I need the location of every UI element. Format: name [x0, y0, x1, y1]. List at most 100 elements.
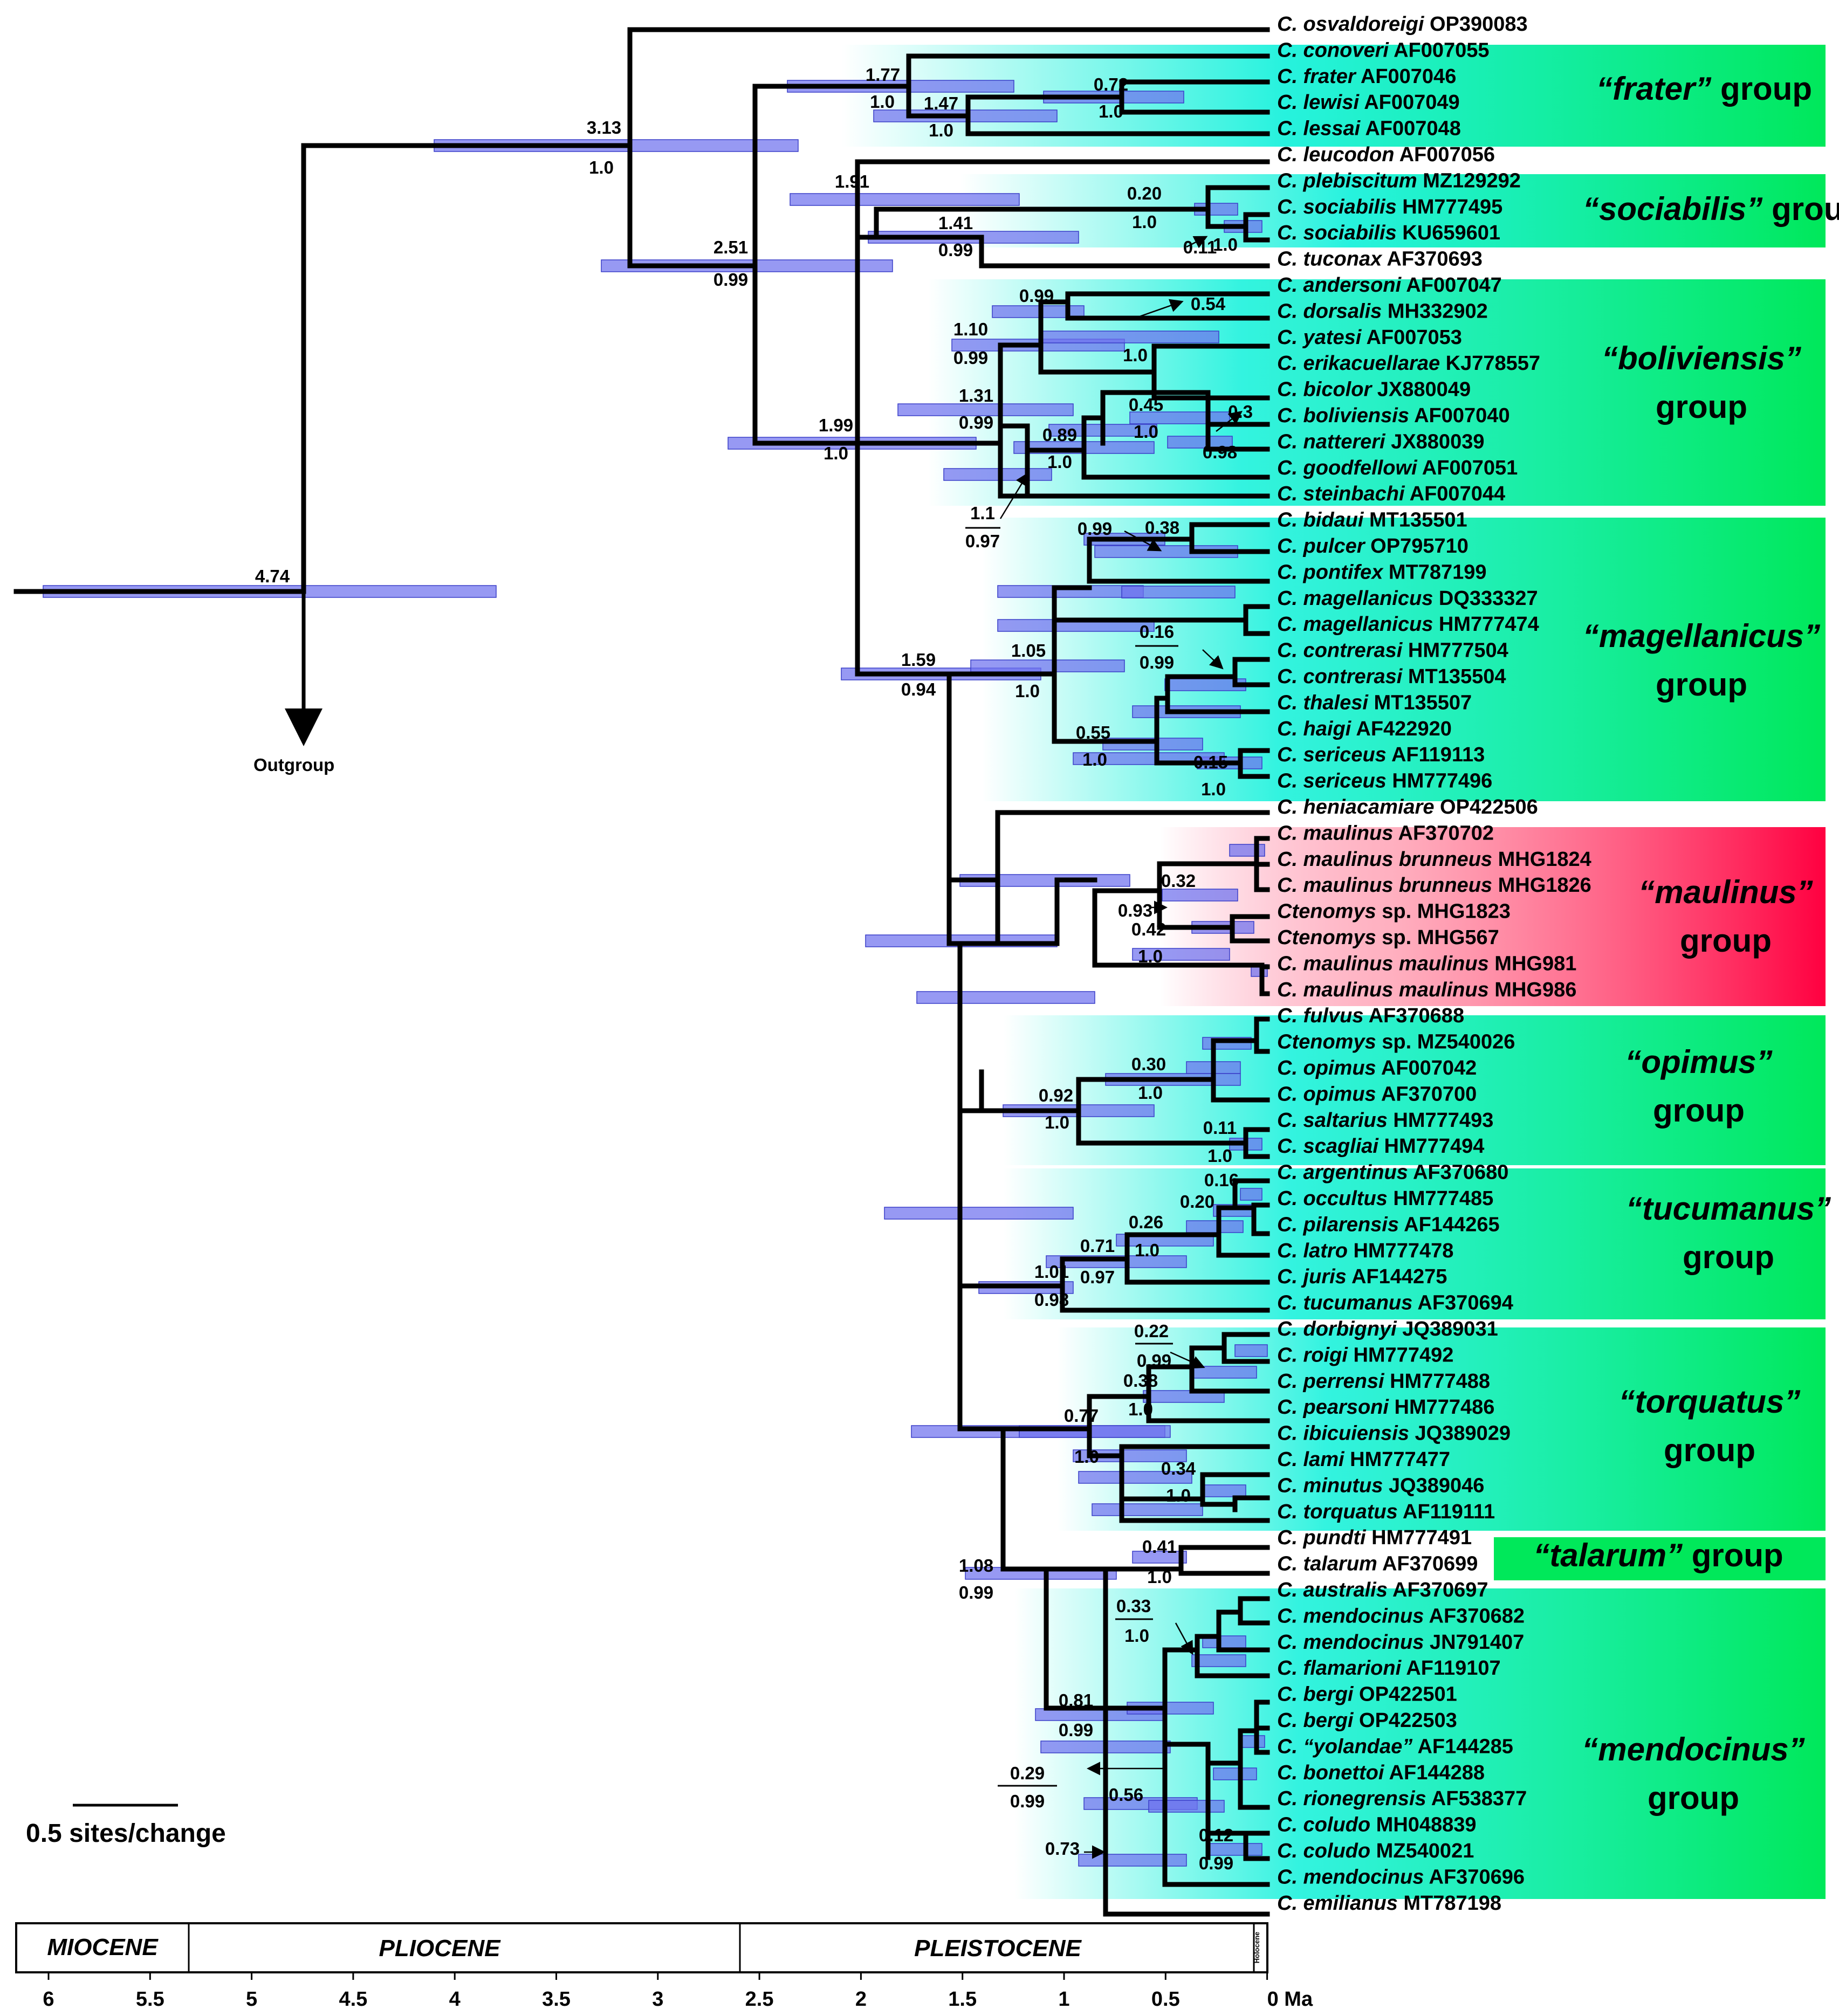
taxon-label: C. “yolandae” AF144285 [1277, 1735, 1513, 1758]
node-label: 1.0 [1099, 101, 1123, 121]
hpd-bar [1202, 1484, 1246, 1497]
group-label: “mendocinus” [1582, 1731, 1804, 1767]
hpd-bar [884, 1207, 1074, 1220]
group-label: group [1683, 1239, 1774, 1275]
group-label: “sociabilis” group [1583, 191, 1839, 227]
node-label: 0.89 [1042, 425, 1077, 445]
taxon-label: C. pearsoni HM777486 [1277, 1396, 1494, 1419]
node-label: 0.56 [1109, 1785, 1143, 1805]
node-label: 0.99 [1059, 1720, 1093, 1740]
taxon-label: C. minutus JQ389046 [1277, 1474, 1484, 1497]
node-label: 0.99 [959, 1582, 993, 1602]
node-label: 0.45 [1129, 395, 1163, 415]
node-label: 1.31 [959, 386, 993, 405]
hpd-bar [1092, 1503, 1203, 1516]
taxon-label: C. lessai AF007048 [1277, 118, 1461, 140]
node-label: 0.98 [1203, 442, 1237, 462]
node-label: 0.20 [1180, 1192, 1214, 1212]
taxon-label: C. mendocinus AF370682 [1277, 1605, 1525, 1627]
taxon-label: C. bidaui MT135501 [1277, 509, 1467, 532]
hpd-bar [1191, 1366, 1257, 1379]
pointer-line [1170, 1351, 1205, 1369]
node-label: 1.0 [929, 120, 953, 140]
taxon-label: C. maulinus brunneus MHG1826 [1277, 874, 1591, 897]
taxon-label: C. roigi HM777492 [1277, 1344, 1453, 1366]
taxon-label: C. bergi OP422501 [1277, 1683, 1457, 1706]
band-talarum [1494, 1537, 1826, 1580]
epoch-miocene: MIOCENE [47, 1934, 159, 1960]
timescale: MIOCENE PLIOCENE PLEISTOCENE Holocene 6 5… [15, 1922, 1313, 2011]
taxon-label: C. pilarensis AF144265 [1277, 1213, 1500, 1236]
taxon-label: C. lewisi AF007049 [1277, 91, 1460, 114]
group-label: “maulinus” [1638, 874, 1813, 910]
node-label: 0.11 [1203, 1118, 1237, 1138]
taxon-label: C. talarum AF370699 [1277, 1553, 1478, 1575]
tick-label: 4 [449, 1988, 461, 2011]
taxon-label: C. maulinus maulinus MHG986 [1277, 979, 1576, 1001]
taxon-label: C. bicolor JX880049 [1277, 379, 1471, 401]
taxon-label: C. boliviensis AF007040 [1277, 404, 1510, 427]
hpd-bar [1132, 1551, 1187, 1564]
node-label: 1.0 [1134, 422, 1158, 442]
taxon-label: C. coludo MZ540021 [1277, 1840, 1474, 1862]
node-label: 0.20 [1127, 183, 1162, 203]
taxon-label: C. bonettoi AF144288 [1277, 1762, 1485, 1784]
node-label: 4.74 [255, 566, 290, 586]
hpd-bar [1234, 1344, 1268, 1357]
taxon-label: C. magellanicus DQ333327 [1277, 587, 1538, 610]
taxon-label: C. coludo MH048839 [1277, 1814, 1477, 1836]
node-label: 0.16 [1140, 622, 1174, 642]
taxon-label: Ctenomys sp. MZ540026 [1277, 1031, 1515, 1054]
node-label: 0.33 [1116, 1596, 1151, 1616]
node-label: 0.29 [1010, 1763, 1045, 1783]
outgroup-label: Outgroup [253, 755, 334, 775]
taxon-label: C. mendocinus AF370696 [1277, 1866, 1525, 1888]
node-label: 0.99 [953, 348, 988, 368]
taxon-label: C. maulinus AF370702 [1277, 822, 1494, 844]
hpd-bar [1040, 331, 1219, 343]
node-label: 1.0 [1147, 1567, 1172, 1587]
node-label: 1.0 [1047, 452, 1072, 472]
epoch-holocene: Holocene [1253, 1932, 1261, 1964]
taxon-label: C. ibicuiensis JQ389029 [1277, 1422, 1511, 1445]
timescale-box [15, 1922, 1268, 1973]
taxon-label: C. sericeus HM777496 [1277, 770, 1492, 793]
taxon-label: C. thalesi MT135507 [1277, 691, 1472, 714]
taxon-label: C. juris AF144275 [1277, 1265, 1447, 1288]
taxon-label: C. maulinus maulinus MHG981 [1277, 952, 1576, 975]
group-label: “frater” group [1596, 71, 1812, 107]
group-label: group [1656, 389, 1747, 425]
node-label: 1.08 [959, 1556, 993, 1575]
node-label: 0.54 [1191, 294, 1226, 314]
node-label: 3.13 [587, 118, 621, 137]
hpd-bar [1162, 889, 1238, 902]
group-label: “torquatus” [1619, 1384, 1801, 1420]
taxon-label: C. torquatus AF119111 [1277, 1501, 1495, 1523]
group-label: “tucumanus” [1626, 1191, 1831, 1227]
taxon-label: C. dorsalis MH332902 [1277, 300, 1488, 322]
node-label: 0.26 [1129, 1212, 1163, 1232]
hpd-bar [1191, 1654, 1246, 1667]
taxon-label: C. contrerasi MT135504 [1277, 665, 1506, 688]
hpd-bar [916, 991, 1095, 1004]
node-label: 1.0 [1074, 1447, 1099, 1467]
hpd-bar [1240, 1188, 1262, 1201]
node-label: 1.0 [1128, 1399, 1153, 1419]
node-label: 1.0 [1138, 946, 1163, 966]
group-label: group [1664, 1432, 1755, 1468]
node-label: 1.0 [870, 92, 895, 112]
node-label: 0.34 [1161, 1458, 1196, 1478]
node-label: 0.38 [1145, 518, 1179, 538]
annotation-pointers [999, 236, 1243, 1859]
group-label: “talarum” group [1533, 1537, 1783, 1573]
node-label: 1.0 [1201, 779, 1226, 799]
taxon-label: C. pontifex MT787199 [1277, 561, 1487, 583]
group-label: group [1653, 1092, 1745, 1129]
node-label: 0.38 [1123, 1371, 1158, 1391]
node-label: 0.99 [959, 412, 993, 432]
hpd-bar [1121, 586, 1236, 598]
tick-label: 5 [246, 1988, 257, 2011]
node-label: 0.98 [1034, 1290, 1069, 1310]
taxon-label: C. sociabilis KU659601 [1277, 222, 1500, 244]
